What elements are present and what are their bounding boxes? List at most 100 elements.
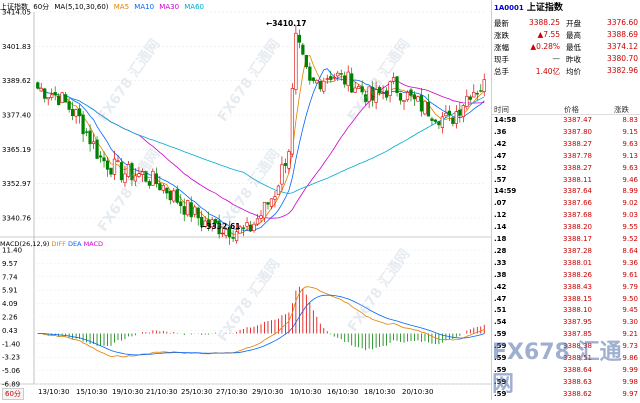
price-tick-label: 3389.62 bbox=[2, 77, 31, 85]
ma5-label: MA5 bbox=[113, 3, 130, 11]
tick-time: .51 bbox=[494, 306, 507, 315]
candle-down bbox=[437, 121, 441, 126]
candle-down bbox=[384, 90, 389, 98]
quote-label: 最低 bbox=[566, 43, 581, 52]
quote-label: 涨跌 bbox=[494, 31, 509, 40]
candle-down bbox=[102, 157, 106, 162]
tick-price: 3388.01 bbox=[563, 258, 592, 267]
candle-up bbox=[353, 87, 357, 93]
ticks-head-price: 价格 bbox=[564, 105, 579, 114]
candle-up bbox=[482, 79, 486, 92]
candle-up bbox=[367, 86, 371, 102]
quote-value: 1.40亿 bbox=[535, 67, 560, 76]
candle-down bbox=[329, 76, 333, 80]
candle-down bbox=[266, 202, 270, 205]
tick-row: .33 3388.01 9.36 bbox=[492, 259, 640, 272]
tick-row: .47 3387.78 9.13 bbox=[492, 152, 640, 165]
tick-time: .52 bbox=[494, 163, 507, 172]
price-tick-label: 3401.83 bbox=[2, 43, 31, 51]
tick-row: .52 3388.27 9.63 bbox=[492, 164, 640, 177]
kline-chart[interactable]: 3414.05 3401.83 3389.62 3377.40 3365.19 3352.… bbox=[0, 0, 491, 400]
tick-price: 3387.28 bbox=[563, 246, 592, 255]
tick-price: 3388.27 bbox=[563, 163, 592, 172]
tick-price: 3388.17 bbox=[563, 235, 592, 243]
tick-change: 8.99 bbox=[622, 187, 638, 196]
tick-time: 14:58 bbox=[494, 116, 517, 124]
candle-down bbox=[119, 162, 124, 181]
ma60-line bbox=[37, 87, 485, 194]
quote-label: 昨收 bbox=[566, 55, 581, 64]
tick-change: 8.83 bbox=[622, 116, 638, 124]
candle-up bbox=[454, 111, 458, 124]
tick-price: 3387.64 bbox=[563, 187, 592, 196]
candle-up bbox=[210, 219, 214, 228]
tick-change: 9.98 bbox=[622, 377, 638, 386]
period-tab[interactable]: 60分 bbox=[2, 388, 24, 400]
candle-down bbox=[409, 89, 413, 96]
tick-change: 9.13 bbox=[622, 151, 638, 160]
quote-value: 3382.96 bbox=[606, 66, 638, 75]
tick-change: 9.02 bbox=[622, 199, 638, 208]
tick-row: 14:58 3387.47 8.83 bbox=[492, 116, 640, 129]
tick-row: .59 3388.62 9.97 bbox=[492, 390, 640, 403]
candle-up bbox=[91, 141, 96, 144]
tick-time: 14:59 bbox=[494, 187, 517, 196]
candle-down bbox=[318, 81, 322, 90]
candle-up bbox=[280, 164, 284, 185]
tick-row: .54 3387.95 9.30 bbox=[492, 318, 640, 331]
macd-label: MACD(26,12,9) bbox=[0, 240, 50, 248]
tick-change: 9.97 bbox=[622, 389, 638, 398]
candle-down bbox=[84, 131, 89, 133]
tick-change: 8.64 bbox=[622, 246, 638, 255]
candle-down bbox=[241, 227, 246, 229]
time-tick-label: 18/10:30 bbox=[364, 388, 395, 396]
candle-up bbox=[294, 32, 298, 90]
tick-change: 9.73 bbox=[622, 342, 638, 351]
period-label[interactable]: 60分 bbox=[33, 3, 50, 11]
candle-up bbox=[151, 170, 155, 186]
tick-price: 3387.66 bbox=[563, 199, 592, 208]
tick-time: .07 bbox=[494, 199, 507, 208]
macd-tick-label: 5.91 bbox=[2, 287, 18, 295]
chart-area[interactable]: 上证指数 60分 MA(5,10,30,60) MA5 MA10 MA30 MA… bbox=[0, 0, 491, 400]
dea-label: DEA bbox=[67, 240, 82, 248]
candle-up bbox=[472, 91, 476, 98]
candle-up bbox=[332, 77, 336, 79]
time-tick-label: 16/10:30 bbox=[327, 388, 358, 396]
tick-row: .07 3387.66 9.02 bbox=[492, 199, 640, 212]
candle-up bbox=[322, 80, 326, 92]
index-name: 上证指数 bbox=[0, 3, 28, 11]
candle-down bbox=[412, 94, 417, 100]
tick-price: 3387.47 bbox=[563, 116, 592, 124]
time-tick-label: 19/10:30 bbox=[112, 388, 143, 396]
candle-down bbox=[350, 73, 354, 93]
candle-down bbox=[339, 73, 343, 75]
candle-down bbox=[179, 201, 183, 207]
time-tick-label: 27/10:30 bbox=[216, 388, 247, 396]
macd-tick-label: -3.23 bbox=[2, 354, 20, 362]
ma60-label: MA60 bbox=[184, 3, 205, 11]
tick-time: .54 bbox=[494, 318, 507, 327]
candle-down bbox=[168, 190, 172, 201]
tick-price: 3388.26 bbox=[563, 270, 592, 279]
candle-up bbox=[221, 232, 225, 235]
candle-down bbox=[98, 155, 103, 158]
candle-up bbox=[381, 92, 385, 94]
ma5-line bbox=[37, 54, 485, 235]
tick-row: .59 3388.38 9.73 bbox=[492, 342, 640, 355]
tick-row: 14:59 3387.64 8.99 bbox=[492, 187, 640, 200]
ticks-head-time: 时间 bbox=[494, 105, 509, 114]
candle-up bbox=[161, 185, 165, 191]
tick-change: 9.15 bbox=[622, 127, 638, 136]
candle-down bbox=[147, 181, 151, 186]
candle-up bbox=[357, 86, 361, 89]
candle-down bbox=[217, 220, 221, 235]
candle-down bbox=[426, 102, 431, 117]
candle-up bbox=[325, 78, 329, 80]
price-tick-label: 3340.76 bbox=[2, 215, 31, 223]
price-tick-label: 3377.40 bbox=[2, 112, 31, 120]
tick-change: 9.30 bbox=[622, 318, 638, 327]
tick-change: 9.63 bbox=[622, 163, 638, 172]
macd-tick-label: 7.74 bbox=[2, 273, 18, 281]
tick-price: 3388.38 bbox=[563, 342, 592, 351]
